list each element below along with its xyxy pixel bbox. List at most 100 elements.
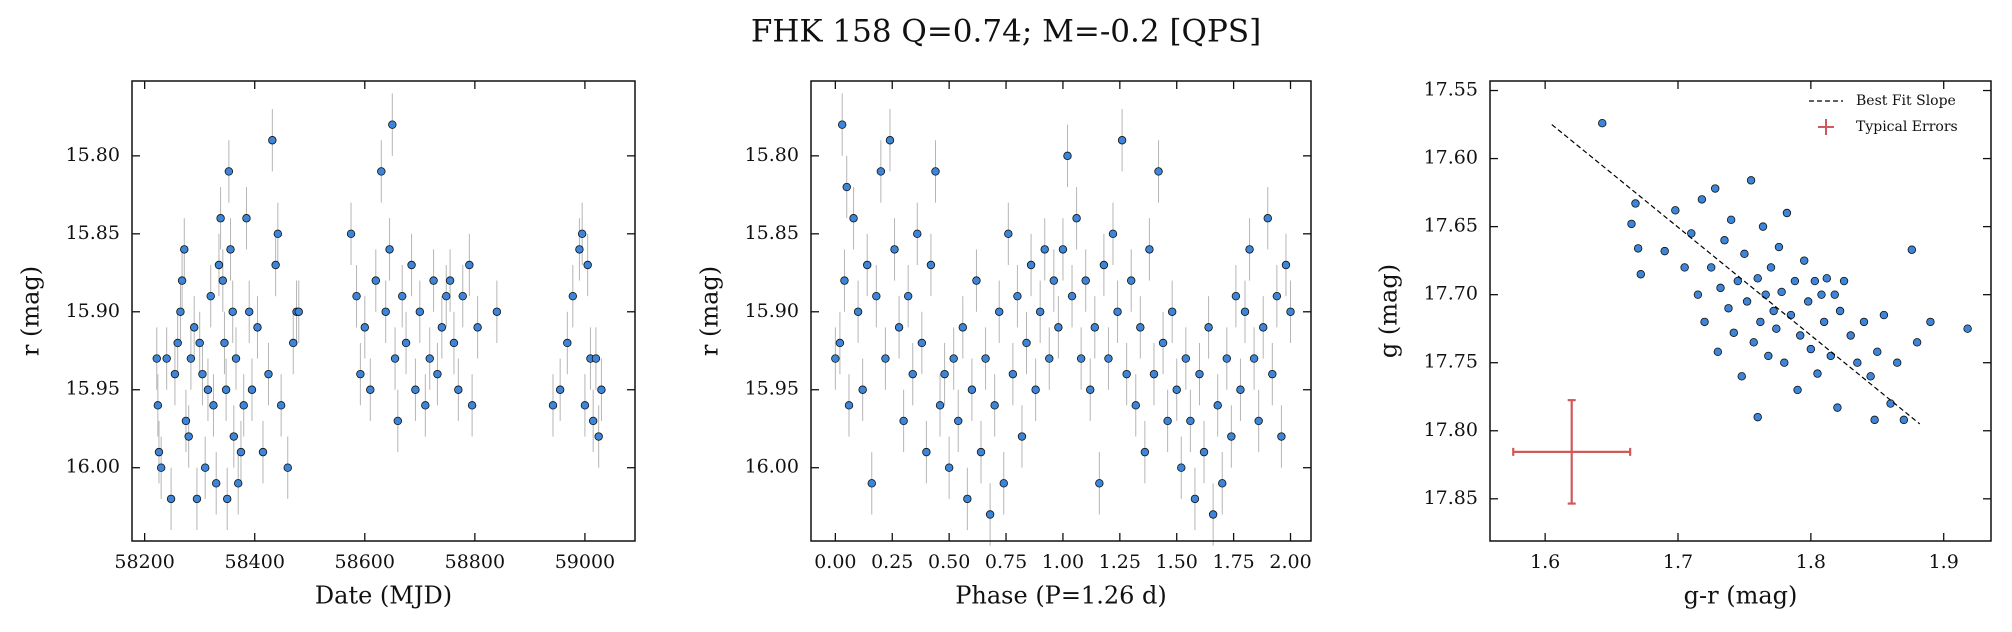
point: [1259, 323, 1268, 332]
point: [200, 463, 210, 472]
point: [967, 385, 977, 394]
point: [1819, 317, 1829, 327]
point: [273, 229, 283, 239]
point: [1254, 416, 1263, 426]
point: [842, 182, 851, 192]
point: [224, 167, 234, 176]
point: [594, 432, 603, 441]
point: [831, 354, 840, 363]
point: [1769, 306, 1778, 316]
point: [1026, 260, 1036, 270]
point: [411, 385, 420, 394]
point: [1063, 151, 1072, 161]
point: [1660, 246, 1669, 256]
point: [976, 447, 986, 457]
point: [1766, 263, 1776, 272]
point: [1031, 385, 1040, 394]
point: [1208, 510, 1218, 519]
point: [442, 291, 451, 301]
point: [1758, 222, 1768, 231]
x-tick-label: 1.50: [1156, 551, 1198, 573]
point: [1761, 290, 1770, 299]
point: [995, 307, 1004, 316]
point: [152, 354, 161, 363]
point: [186, 354, 196, 363]
point: [990, 401, 999, 410]
point: [1245, 245, 1254, 254]
x-tick-label: 58200: [114, 551, 174, 573]
point: [917, 338, 927, 348]
point: [218, 276, 228, 285]
point: [853, 307, 863, 316]
point: [415, 307, 425, 316]
point: [1733, 276, 1742, 286]
point: [1753, 274, 1762, 283]
point: [393, 416, 403, 426]
y-tick-label: 15.90: [66, 300, 120, 322]
point: [173, 338, 182, 348]
point: [195, 338, 204, 348]
point: [1277, 432, 1286, 441]
y-tick-label: 17.70: [1424, 283, 1478, 305]
point: [437, 323, 447, 332]
point: [1231, 291, 1241, 301]
point: [221, 385, 231, 394]
point: [385, 245, 394, 254]
point: [162, 354, 171, 363]
point: [1764, 351, 1773, 361]
point: [548, 401, 558, 410]
point: [949, 354, 958, 363]
point: [1813, 369, 1822, 378]
point: [1756, 317, 1765, 327]
x-axis-label: Phase (P=1.26 d): [955, 582, 1166, 610]
point: [1240, 307, 1250, 316]
point: [1022, 338, 1031, 348]
y-tick-label: 17.75: [1424, 351, 1478, 373]
point: [890, 245, 899, 254]
x-tick-label: 1.75: [1212, 551, 1254, 573]
point: [177, 276, 187, 285]
point: [166, 494, 176, 504]
point: [289, 338, 298, 348]
point: [1067, 291, 1077, 301]
point: [156, 463, 166, 472]
point: [849, 214, 858, 223]
point: [198, 369, 207, 379]
point: [1154, 167, 1163, 176]
point: [203, 385, 213, 394]
point: [1058, 245, 1068, 254]
point: [473, 323, 482, 332]
point: [1793, 385, 1802, 395]
point: [247, 385, 257, 394]
point: [184, 432, 193, 441]
point: [563, 338, 572, 348]
point: [1790, 276, 1800, 286]
y-axis-label: r (mag): [696, 266, 724, 356]
x-tick-label: 1.6: [1530, 551, 1560, 573]
point: [1720, 236, 1729, 245]
point: [908, 369, 917, 379]
point: [1268, 369, 1277, 379]
y-tick-label: 15.95: [66, 378, 120, 400]
point: [1737, 372, 1746, 381]
x-tick-label: 58800: [445, 551, 505, 573]
x-tick-label: 1.9: [1929, 551, 1959, 573]
point: [985, 510, 995, 519]
point: [1822, 274, 1831, 283]
y-tick-label: 17.60: [1424, 147, 1478, 169]
point: [1190, 494, 1200, 504]
point: [588, 416, 598, 426]
y-tick-label: 17.85: [1424, 487, 1478, 509]
point: [1086, 385, 1095, 394]
point: [429, 276, 438, 285]
point: [1108, 229, 1118, 239]
point: [1633, 244, 1643, 253]
point: [926, 260, 936, 270]
point: [1710, 184, 1720, 193]
point: [1697, 195, 1707, 204]
point: [1045, 354, 1054, 363]
point: [231, 354, 241, 363]
point: [1963, 324, 1972, 333]
point: [245, 307, 254, 316]
